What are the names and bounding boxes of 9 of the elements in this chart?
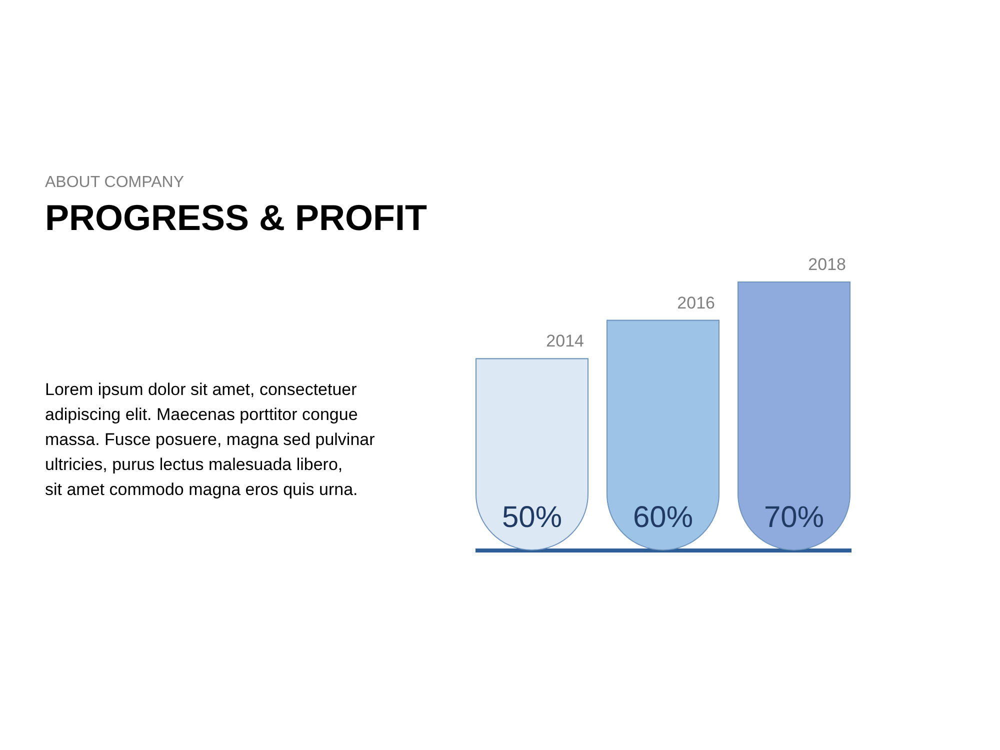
text: Lorem ipsum dolor sit amet, consectetuer adipiscing elit. Maecenas porttitor congue massa. Fusce posuere, magna sed pulvinar ultricies, purus lectus malesuada libero, sit amet commodo magna eros quis urna. xyxy=(45,380,376,499)
chart-title: PROGRESS & PROFIT xyxy=(45,197,428,238)
x-tick-label: 2014 xyxy=(546,332,584,351)
data-label: 50% xyxy=(502,501,562,534)
x-tick-label: 2016 xyxy=(677,293,715,312)
text: ABOUT COMPANY xyxy=(45,174,184,191)
data-label: 70% xyxy=(764,501,824,534)
data-label: 60% xyxy=(632,501,694,534)
x-tick-label: 2018 xyxy=(808,255,846,274)
